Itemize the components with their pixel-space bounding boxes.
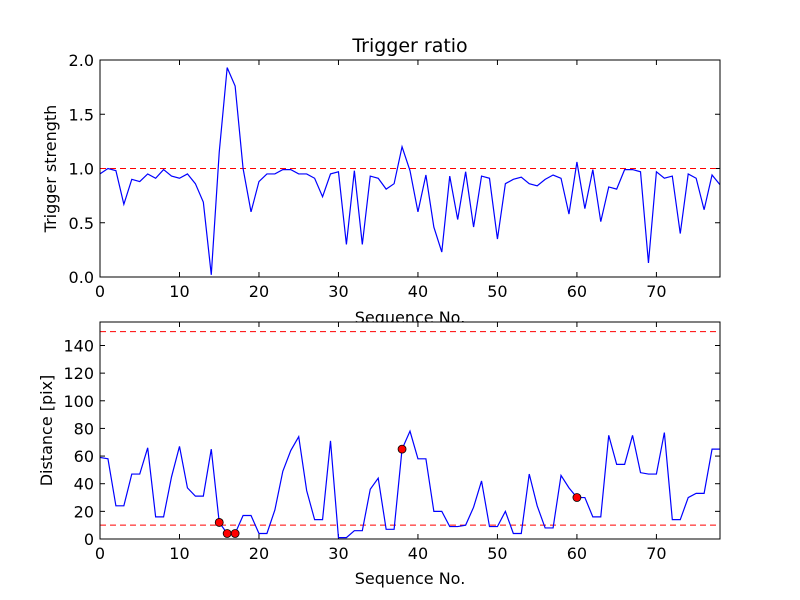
trigger-xtick-label: 60 [567, 282, 587, 301]
trigger-xtick-label: 50 [487, 282, 507, 301]
distance-xtick-label: 70 [646, 544, 666, 563]
trigger-ytick-label: 1.5 [69, 105, 94, 124]
trigger-xtick-label: 10 [169, 282, 189, 301]
distance-series-line [99, 429, 720, 539]
distance-ytick-label: 80 [74, 419, 94, 438]
distance-plot-frame [99, 321, 721, 540]
trigger-ytick-label: 0.0 [69, 268, 94, 287]
distance-marker-point [214, 518, 224, 527]
distance-xtick-label: 30 [328, 544, 348, 563]
trigger-xtick-label: 40 [408, 282, 428, 301]
distance-ytick-label: 20 [74, 502, 94, 521]
distance-xtick-label: 50 [487, 544, 507, 563]
trigger-xtick-label: 0 [95, 282, 105, 301]
distance-ytick-label: 40 [74, 475, 94, 494]
trigger-xtick-label: 70 [646, 282, 666, 301]
trigger-plot-title: Trigger ratio [351, 35, 467, 57]
trigger-ytick-label: 0.5 [69, 214, 94, 233]
distance-plot-xlabel: Sequence No. [355, 569, 466, 588]
distance-plot-content: 0 10 20 30 40 50 60 70 0 20 40 60 80 100 120 140 [63, 322, 720, 563]
distance-ytick-label: 60 [74, 447, 94, 466]
distance-plot-ylabel: Distance [pix] [37, 375, 56, 487]
trigger-ratio-plot: 0 10 20 30 40 50 60 70 0.0 0.5 1.0 1.5 2.0 Trigger r… [41, 35, 721, 327]
distance-marker-point [222, 529, 232, 538]
distance-marker-point [572, 493, 582, 502]
distance-xtick-label: 10 [169, 544, 189, 563]
trigger-plot-content: 0 10 20 30 40 50 60 70 0.0 0.5 1.0 1.5 2.0 [69, 51, 721, 301]
trigger-plot-frame [99, 59, 721, 278]
distance-marker-point [230, 529, 240, 538]
distance-ytick-label: 120 [63, 364, 94, 383]
distance-ytick-label: 100 [63, 392, 94, 411]
trigger-ytick-label: 1.0 [69, 160, 94, 179]
distance-xtick-label: 40 [408, 544, 428, 563]
distance-xtick-label: 20 [249, 544, 269, 563]
trigger-xtick-label: 30 [328, 282, 348, 301]
distance-xtick-label: 0 [95, 544, 105, 563]
distance-marker-point [397, 444, 407, 454]
distance-ytick-label: 0 [84, 530, 94, 549]
trigger-plot-ylabel: Trigger strength [41, 105, 60, 234]
trigger-xtick-label: 20 [249, 282, 269, 301]
distance-ytick-label: 140 [63, 336, 94, 355]
trigger-ytick-label: 2.0 [69, 51, 94, 70]
distance-plot: 0 10 20 30 40 50 60 70 0 20 40 60 80 100 120 140 Sequen… [37, 321, 721, 588]
trigger-series-line [99, 67, 721, 275]
distance-xtick-label: 60 [567, 544, 587, 563]
